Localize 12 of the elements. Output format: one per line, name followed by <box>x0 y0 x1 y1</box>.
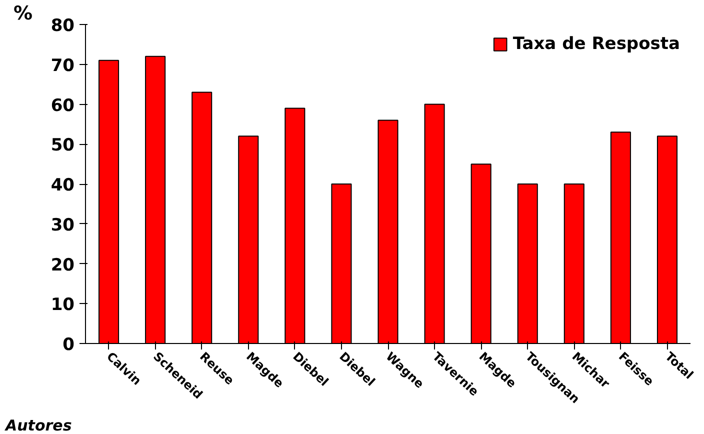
y-tick-label: 70 <box>50 56 75 76</box>
y-tick-label: 40 <box>50 176 75 196</box>
y-tick-label: 80 <box>50 16 75 36</box>
y-tick-label: 20 <box>50 255 75 276</box>
y-tick-label: 0 <box>62 335 75 355</box>
y-tick-label: 50 <box>50 136 75 156</box>
x-axis-title: Autores <box>4 416 72 434</box>
y-tick-label: 60 <box>50 96 75 116</box>
y-tick-label: 10 <box>50 295 75 316</box>
y-axis-title: % <box>14 2 33 24</box>
legend-label: Taxa de Resposta <box>512 34 680 54</box>
y-tick-label: 30 <box>50 215 75 236</box>
